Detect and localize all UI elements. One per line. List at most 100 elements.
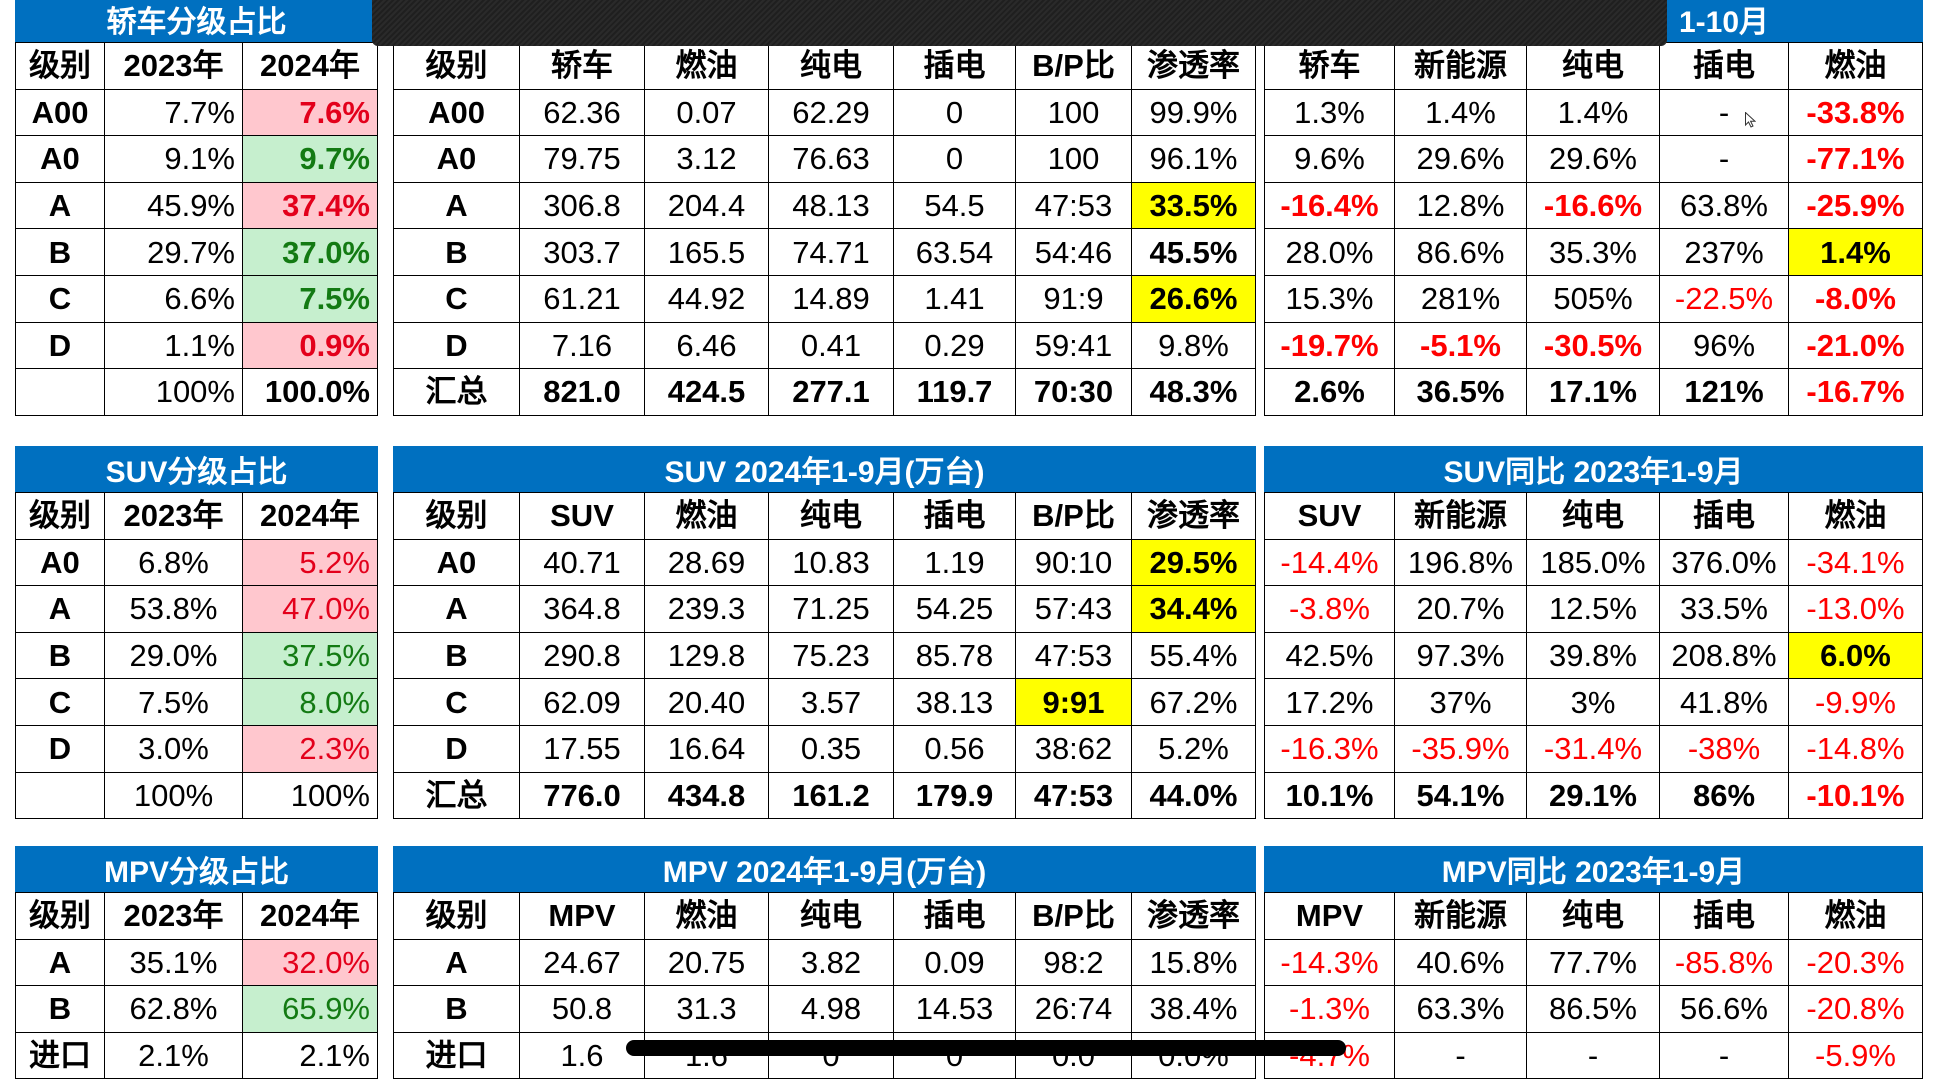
- sedan-volume-header-cell: B/P比: [1016, 43, 1132, 90]
- suv-volume-cell: 16.64: [645, 725, 769, 773]
- sedan-volume-cell: 70:30: [1016, 369, 1132, 416]
- sedan-yoy-cell: 63.8%: [1660, 182, 1789, 230]
- mpv-yoy-cell: -20.3%: [1789, 939, 1923, 987]
- suv-volume-cell: 47:53: [1016, 772, 1132, 820]
- suv-share-cell: A: [16, 586, 105, 633]
- sedan-volume-cell: 54.5: [894, 182, 1016, 230]
- sedan-volume-header-cell: 渗透率: [1132, 43, 1256, 90]
- sedan-share-cell: 45.9%: [105, 182, 243, 230]
- mpv-volume-header-cell: 插电: [894, 893, 1016, 940]
- suv-yoy-header-cell: 纯电: [1527, 493, 1660, 540]
- black-overlay-bar: [626, 1040, 1346, 1056]
- sedan-volume-cell: 54:46: [1016, 229, 1132, 276]
- suv-yoy-cell: -3.8%: [1265, 586, 1395, 633]
- suv-volume-cell: 0.56: [894, 725, 1016, 773]
- sedan-volume-cell: 48.13: [769, 182, 894, 230]
- sedan-yoy-cell: 9.6%: [1265, 136, 1395, 183]
- suv-yoy-cell: -14.8%: [1789, 725, 1923, 773]
- mpv-yoy-header-cell: 插电: [1660, 893, 1789, 940]
- mpv-volume-header-cell: 燃油: [645, 893, 769, 940]
- suv-volume-header-cell: B/P比: [1016, 493, 1132, 540]
- sedan-volume-cell: 44.92: [645, 275, 769, 323]
- mpv-yoy-cell: 40.6%: [1395, 939, 1527, 987]
- sedan-yoy-cell: 96%: [1660, 322, 1789, 370]
- suv-share-cell: 8.0%: [243, 679, 378, 726]
- mpv-yoy-grid: MPV 新能源 纯电 插电 燃油 -14.3% 40.6% 77.7% -85.8% -20.3%…: [1264, 892, 1923, 1080]
- sedan-volume-cell: 1.41: [894, 275, 1016, 323]
- suv-yoy-cell: -38%: [1660, 725, 1789, 773]
- sedan-yoy-header-cell: 新能源: [1395, 43, 1527, 90]
- sedan-volume-cell: 306.8: [520, 182, 645, 230]
- sedan-yoy-table: 1-10月 轿车 新能源 纯电 插电 燃油 1.3% 1.4% 1.4% - -33.8% 9.6%…: [1264, 0, 1923, 416]
- suv-share-cell: 3.0%: [105, 725, 243, 773]
- mpv-share-header-cell: 级别: [16, 893, 105, 940]
- suv-volume-cell: 290.8: [520, 632, 645, 680]
- suv-volume-header-cell: 级别: [394, 493, 520, 540]
- mpv-volume-cell: 15.8%: [1132, 939, 1256, 987]
- mpv-yoy-cell: -5.9%: [1789, 1032, 1923, 1080]
- sedan-volume-cell: 0: [894, 136, 1016, 183]
- sedan-volume-cell: 100: [1016, 89, 1132, 137]
- suv-yoy-header-cell: 新能源: [1395, 493, 1527, 540]
- suv-yoy-cell: -10.1%: [1789, 772, 1923, 820]
- sedan-share-cell: D: [16, 322, 105, 370]
- mpv-volume-cell: 98:2: [1016, 939, 1132, 987]
- sedan-volume-cell: 59:41: [1016, 322, 1132, 370]
- mpv-yoy-cell: -1.3%: [1265, 986, 1395, 1033]
- sedan-share-cell: 9.7%: [243, 136, 378, 183]
- suv-yoy-cell: 6.0%: [1789, 632, 1923, 680]
- sedan-volume-cell: C: [394, 275, 520, 323]
- suv-yoy-cell: 41.8%: [1660, 679, 1789, 726]
- mouse-cursor-icon: [1745, 112, 1756, 128]
- suv-yoy-cell: 208.8%: [1660, 632, 1789, 680]
- sedan-yoy-cell: 15.3%: [1265, 275, 1395, 323]
- suv-volume-cell: 71.25: [769, 586, 894, 633]
- mpv-volume-header-cell: 渗透率: [1132, 893, 1256, 940]
- suv-share-title: SUV分级占比: [15, 446, 378, 492]
- mpv-volume-cell: 24.67: [520, 939, 645, 987]
- mpv-yoy-cell: 63.3%: [1395, 986, 1527, 1033]
- mpv-volume-cell: 1.6: [520, 1032, 645, 1080]
- suv-volume-cell: 34.4%: [1132, 586, 1256, 633]
- sedan-volume-cell: A: [394, 182, 520, 230]
- suv-volume-cell: 38:62: [1016, 725, 1132, 773]
- sedan-yoy-cell: 29.6%: [1395, 136, 1527, 183]
- sedan-volume-cell: 0.07: [645, 89, 769, 137]
- sedan-yoy-cell: -16.7%: [1789, 369, 1923, 416]
- suv-yoy-cell: -31.4%: [1527, 725, 1660, 773]
- suv-volume-cell: 90:10: [1016, 539, 1132, 587]
- sedan-yoy-cell: -77.1%: [1789, 136, 1923, 183]
- mpv-volume-cell: 14.53: [894, 986, 1016, 1033]
- sedan-share-grid: 级别 2023年 2024年 A00 7.7% 7.6% A0 9.1% 9.7% A 45.9% 3…: [15, 42, 378, 416]
- suv-volume-cell: D: [394, 725, 520, 773]
- mpv-yoy-header-cell: 纯电: [1527, 893, 1660, 940]
- suv-yoy-cell: -35.9%: [1395, 725, 1527, 773]
- suv-volume-cell: 129.8: [645, 632, 769, 680]
- suv-yoy-cell: 37%: [1395, 679, 1527, 726]
- sedan-volume-header-cell: 轿车: [520, 43, 645, 90]
- suv-share-table: SUV分级占比 级别 2023年 2024年 A0 6.8% 5.2% A 53.8% 47.0…: [15, 446, 378, 820]
- suv-yoy-header-cell: 插电: [1660, 493, 1789, 540]
- sedan-volume-cell: 76.63: [769, 136, 894, 183]
- suv-volume-cell: C: [394, 679, 520, 726]
- mpv-share-cell: A: [16, 939, 105, 987]
- sedan-volume-cell: 汇总: [394, 369, 520, 416]
- suv-volume-cell: 57:43: [1016, 586, 1132, 633]
- sedan-share-cell: C: [16, 275, 105, 323]
- sedan-volume-cell: 204.4: [645, 182, 769, 230]
- suv-yoy-header-cell: 燃油: [1789, 493, 1923, 540]
- sedan-share-cell: 1.1%: [105, 322, 243, 370]
- suv-volume-cell: 239.3: [645, 586, 769, 633]
- mpv-share-grid: 级别 2023年 2024年 A 35.1% 32.0% B 62.8% 65.9% 进口 2.1%…: [15, 892, 378, 1080]
- sedan-volume-cell: 48.3%: [1132, 369, 1256, 416]
- mpv-volume-header-cell: 纯电: [769, 893, 894, 940]
- suv-yoy-cell: 42.5%: [1265, 632, 1395, 680]
- mpv-share-cell: B: [16, 986, 105, 1033]
- suv-yoy-cell: -14.4%: [1265, 539, 1395, 587]
- sedan-volume-cell: 821.0: [520, 369, 645, 416]
- suv-yoy-table: SUV同比 2023年1-9月 SUV 新能源 纯电 插电 燃油 -14.4% 196.8%…: [1264, 446, 1923, 820]
- sedan-yoy-cell: 237%: [1660, 229, 1789, 276]
- suv-volume-cell: 54.25: [894, 586, 1016, 633]
- suv-volume-cell: 9:91: [1016, 679, 1132, 726]
- sedan-share-title: 轿车分级占比: [15, 0, 378, 42]
